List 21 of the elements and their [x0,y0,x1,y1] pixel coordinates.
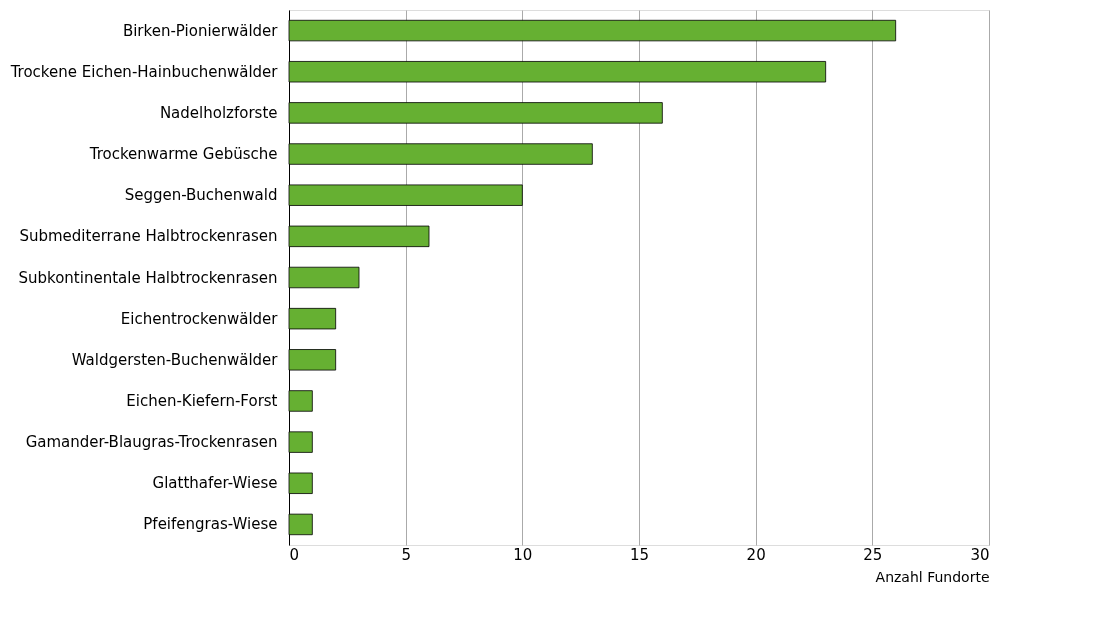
x-tick-label: 30 [970,545,990,564]
x-tick-label: 0 [289,545,300,564]
y-tick-label: Seggen-Buchenwald [124,186,278,205]
y-tick-label: Gamander-Blaugras-Trockenrasen [25,433,278,452]
x-tick-label: 25 [863,545,883,564]
y-tick-label: Eichen-Kiefern-Forst [126,391,278,410]
x-tick-label: 20 [746,545,766,564]
x-tick-label: 5 [401,545,411,564]
y-tick-label: Waldgersten-Buchenwälder [71,350,279,369]
x-tick-label: 10 [513,545,533,564]
x-axis-title: Anzahl Fundorte [875,568,990,585]
y-tick-label: Pfeifengras-Wiese [143,515,278,534]
y-tick-label: Birken-Pionierwälder [122,21,279,40]
y-tick-label: Nadelholzforste [159,103,278,122]
y-tick-label: Eichentrockenwälder [120,309,279,328]
y-tick-label: Subkontinentale Halbtrockenrasen [18,268,278,287]
x-tick-label: 15 [629,545,650,564]
y-tick-label: Glatthafer-Wiese [152,474,278,493]
y-tick-label: Trockenwarme Gebüsche [88,145,278,164]
y-tick-label: Trockene Eichen-Hainbuchenwälder [9,62,279,81]
y-tick-label: Submediterrane Halbtrockenrasen [19,227,278,246]
